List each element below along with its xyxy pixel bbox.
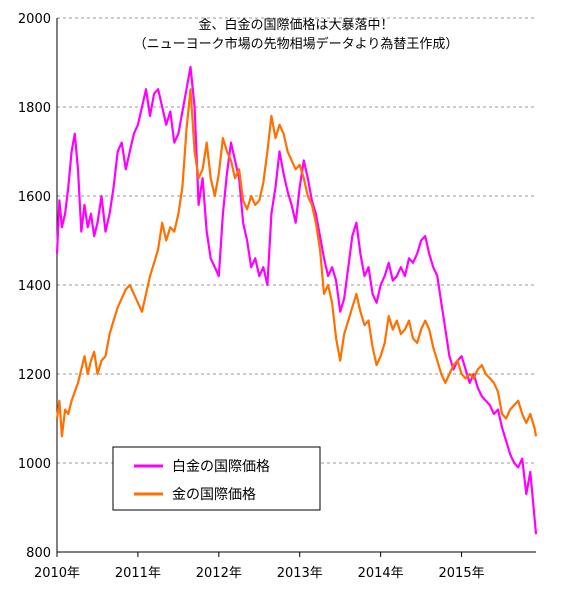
legend-box — [112, 446, 321, 511]
chart-subtitle: （ニューヨーク市場の先物相場データより為替王作成） — [134, 36, 459, 52]
x-tick-label: 2014年 — [358, 566, 404, 581]
legend-label-gold: 金の国際価格 — [172, 487, 256, 503]
y-tick-label: 1200 — [18, 368, 51, 383]
x-tick-label: 2011年 — [115, 566, 161, 581]
y-tick-label: 2000 — [18, 12, 51, 27]
y-tick-label: 800 — [26, 546, 51, 561]
legend: 白金の国際価格 金の国際価格 — [112, 446, 321, 511]
y-tick-label: 1000 — [18, 457, 51, 472]
x-tick-label: 2010年 — [34, 566, 80, 581]
chart-title: 金、白金の国際価格は大暴落中！ — [198, 17, 393, 33]
x-tick-label: 2015年 — [439, 566, 485, 581]
y-tick-labels: 800 1000 1200 1400 1600 1800 2000 — [18, 12, 51, 561]
x-tick-label: 2013年 — [277, 566, 323, 581]
axes — [56, 18, 536, 557]
y-tick-label: 1800 — [18, 101, 51, 116]
x-tick-label: 2012年 — [196, 566, 242, 581]
x-tick-labels: 2010年 2011年 2012年 2013年 2014年 2015年 — [34, 566, 485, 581]
series-line-gold — [55, 88, 538, 438]
y-tick-label: 1600 — [18, 190, 51, 205]
series-lines — [55, 65, 538, 535]
legend-label-platinum: 白金の国際価格 — [172, 459, 270, 475]
y-tick-label: 1400 — [18, 279, 51, 294]
